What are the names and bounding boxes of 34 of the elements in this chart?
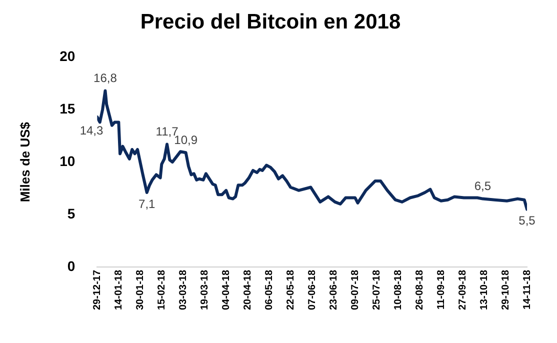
chart-title: Precio del Bitcoin en 2018 <box>140 10 401 34</box>
x-tick-label: 19-03-18 <box>199 270 210 310</box>
x-tick-label: 04-04-18 <box>220 270 232 310</box>
data-label: 7,1 <box>138 196 156 211</box>
y-tick-label: 20 <box>60 48 76 64</box>
x-tick-label: 11-09-18 <box>436 270 447 310</box>
y-tick-label: 15 <box>60 100 76 116</box>
x-tick-label: 25-07-18 <box>371 270 382 310</box>
data-label: 16,8 <box>94 71 118 86</box>
x-tick-label: 20-04-18 <box>242 270 254 310</box>
x-tick-label: 29-12-17 <box>92 270 103 310</box>
y-tick-label: 5 <box>67 205 76 222</box>
x-tick-label: 23-06-18 <box>328 270 340 310</box>
x-tick-label: 22-05-18 <box>285 270 296 310</box>
y-axis-title: Miles de US$ <box>17 121 32 202</box>
x-tick-label: 14-11-18 <box>522 270 533 310</box>
data-label: 14,3 <box>80 123 104 138</box>
x-tick-label: 06-05-18 <box>264 270 275 310</box>
x-tick-label: 15-02-18 <box>156 270 168 310</box>
x-tick-label: 14-01-18 <box>113 270 124 310</box>
x-tick-label: 10-08-18 <box>392 270 404 310</box>
x-tick-label: 29-10-18 <box>500 270 512 310</box>
x-tick-label: 07-06-18 <box>306 270 318 310</box>
x-tick-label: 26-08-18 <box>414 270 426 310</box>
x-tick-label: 03-03-18 <box>178 270 189 310</box>
x-tick-label: 13-10-18 <box>478 270 490 310</box>
x-tick-label: 27-09-18 <box>457 270 468 310</box>
x-tick-label: 09-07-18 <box>350 270 361 310</box>
y-tick-label: 0 <box>67 258 76 274</box>
x-tick-label: 30-01-18 <box>134 270 146 310</box>
y-tick-label: 10 <box>60 152 76 169</box>
data-label: 5,5 <box>518 214 536 228</box>
data-label: 6,5 <box>474 179 492 194</box>
data-label: 10,9 <box>174 132 198 147</box>
